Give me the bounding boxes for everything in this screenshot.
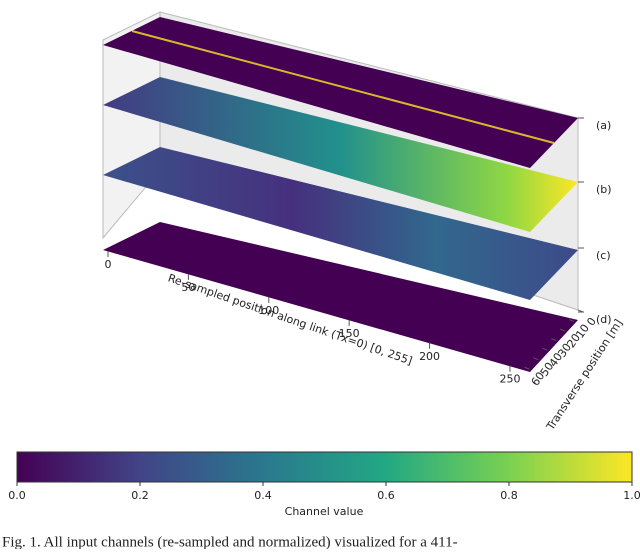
colorbar-tick-label: 1.0 (623, 489, 640, 502)
y-tick (533, 357, 539, 361)
y-tick (559, 328, 566, 332)
layer-d (103, 222, 578, 372)
x-tick-label: 100 (258, 304, 279, 317)
layer-label: (a) (596, 119, 611, 132)
x-tick-label: 200 (419, 350, 440, 363)
colorbar (16, 451, 633, 483)
layer-a-line (131, 30, 555, 144)
y-tick (551, 338, 557, 342)
y-tick (524, 366, 530, 370)
colorbar-tick-label: 0.0 (8, 489, 26, 502)
caption: Fig. 1. All input channels (re-sampled a… (2, 534, 458, 549)
colorbar-tick-label: 0.8 (500, 489, 518, 502)
x-tick-label: 250 (499, 373, 520, 386)
layers (103, 17, 578, 372)
x-tick-label: 150 (339, 327, 360, 340)
colorbar-tick-label: 0.2 (131, 489, 149, 502)
layer-c (103, 147, 578, 300)
colorbar-tick-label: 0.6 (377, 489, 395, 502)
layer-b (103, 77, 578, 232)
y-tick (568, 319, 575, 323)
x-tick-label: 0 (105, 258, 112, 271)
layer-label: (b) (596, 183, 612, 196)
x-tick-label: 50 (181, 281, 195, 294)
y-tick (542, 347, 548, 351)
colorbar-tick-label: 0.4 (254, 489, 272, 502)
layer-label: (c) (596, 249, 611, 262)
colorbar-label: Channel value (285, 505, 364, 518)
layer-label: (d) (596, 313, 612, 326)
